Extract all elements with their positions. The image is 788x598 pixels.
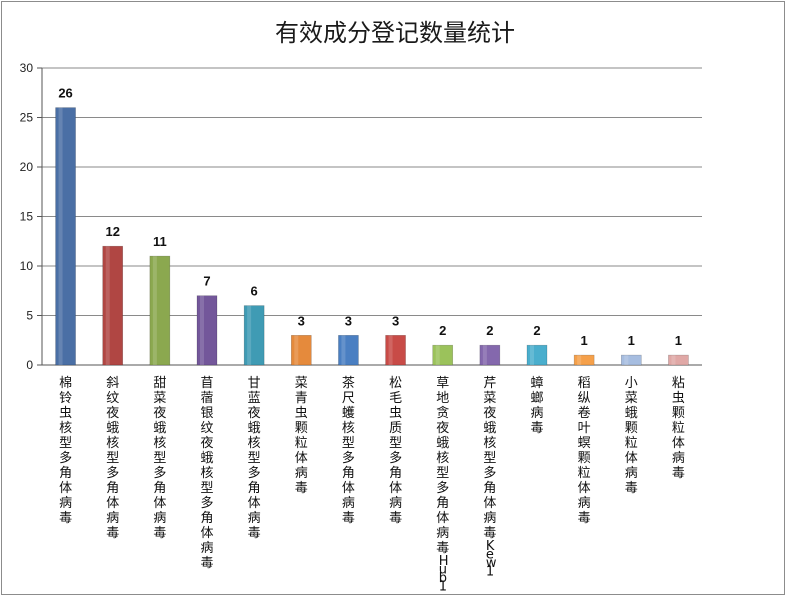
chart-title: 有效成分登记数量统计 (275, 19, 515, 47)
data-label: 2 (439, 323, 446, 338)
bar (196, 295, 218, 366)
data-label: 3 (298, 313, 305, 328)
bar-highlight (388, 335, 393, 365)
bar-highlight (482, 345, 487, 365)
y-tick-label: 30 (20, 61, 34, 75)
bar-highlight (294, 335, 299, 365)
bar (432, 344, 454, 366)
data-label: 3 (345, 313, 352, 328)
y-tick-label: 20 (20, 160, 34, 174)
y-tick-label: 10 (20, 259, 34, 273)
y-tick-label: 0 (26, 358, 33, 372)
category-label: 松毛虫质型多角体病毒 (389, 376, 402, 526)
gridlines (42, 67, 702, 316)
bar (479, 344, 501, 366)
bar-highlight (152, 256, 157, 365)
bar (149, 255, 171, 366)
category-label: 小菜蛾颗粒体病毒 (625, 376, 638, 496)
category-label: 蟑螂病毒 (531, 376, 544, 436)
category-label: 菜青虫颗粒体病毒 (295, 376, 308, 496)
bar-highlight (577, 355, 582, 365)
bar-highlight (435, 345, 440, 365)
y-tick-label: 5 (26, 309, 33, 323)
bar (55, 107, 76, 366)
category-label: 棉铃虫核型多角体病毒 (59, 376, 72, 526)
category-labels: 棉铃虫核型多角体病毒 斜纹夜蛾核型多角体病毒 甜菜夜蛾核型多角体病毒 苜蓿银纹夜蛾核型… (59, 375, 685, 595)
bar-highlight (530, 345, 534, 365)
bar (526, 344, 548, 366)
data-label: 1 (675, 333, 682, 348)
bar (620, 354, 642, 366)
bars (55, 107, 689, 366)
bar (668, 354, 689, 366)
bar-highlight (341, 335, 346, 365)
category-label: 甜菜夜蛾核型多角体病毒 (153, 375, 166, 541)
bar (573, 354, 595, 366)
data-label: 6 (251, 284, 258, 299)
data-label: 11 (153, 234, 167, 249)
bar (338, 334, 359, 366)
data-label: 2 (533, 323, 540, 338)
category-label: 苜蓿银纹夜蛾核型多角体病毒 (201, 376, 214, 571)
data-label: 26 (58, 86, 72, 101)
category-label: 斜纹夜蛾核型多角体病毒 (106, 376, 119, 541)
bar (385, 334, 406, 366)
category-label: 稻纵卷叶螟颗粒体病毒 (578, 376, 591, 526)
bar-highlight (58, 107, 63, 365)
data-label: 2 (486, 323, 493, 338)
bar-highlight (671, 355, 676, 365)
bar-highlight (247, 305, 252, 365)
bar (290, 334, 312, 366)
bar-highlight (200, 295, 204, 365)
y-tick-label: 15 (20, 210, 34, 224)
bar-highlight (105, 246, 110, 365)
bar-highlight (624, 355, 629, 365)
data-label: 3 (392, 313, 399, 328)
y-tick-label: 25 (20, 111, 34, 125)
data-label: 12 (105, 224, 119, 239)
bar (243, 305, 265, 366)
category-label: 粘虫颗粒体病毒 (672, 376, 685, 481)
data-label: 1 (581, 333, 588, 348)
data-label: 7 (203, 274, 210, 289)
category-label: 茶尺蠖核型多角体病毒 (342, 375, 355, 526)
data-label: 1 (628, 333, 635, 348)
bar (102, 245, 124, 366)
category-label: 甘蓝夜蛾核型多角体病毒 (248, 376, 261, 541)
